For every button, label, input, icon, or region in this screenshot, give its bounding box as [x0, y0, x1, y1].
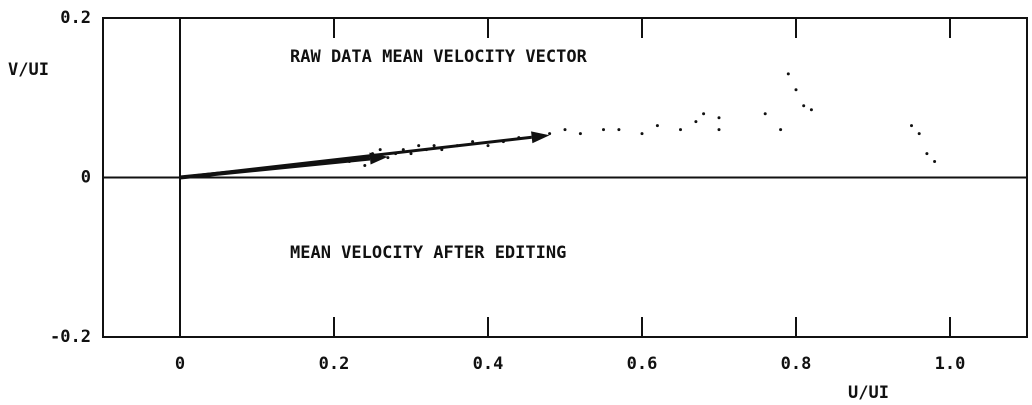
- y-axis-label: V/UI: [8, 60, 49, 80]
- x-tick-label: 0.2: [319, 354, 350, 374]
- vector: [179, 152, 388, 180]
- point: [910, 124, 913, 128]
- point: [933, 160, 937, 164]
- point: [432, 144, 436, 148]
- point: [694, 120, 698, 124]
- y-tick-label: -0.2: [50, 327, 91, 347]
- point: [917, 132, 921, 136]
- y-tick-label: 0.2: [60, 8, 91, 28]
- point: [602, 128, 605, 132]
- point: [786, 72, 790, 76]
- point: [471, 140, 475, 144]
- point: [925, 152, 929, 156]
- point: [617, 128, 621, 132]
- point: [363, 164, 367, 168]
- point: [486, 144, 490, 148]
- point: [548, 132, 552, 136]
- annotation: RAW DATA MEAN VELOCITY VECTOR: [290, 47, 588, 67]
- point: [809, 108, 813, 112]
- point: [779, 128, 783, 132]
- point: [679, 128, 682, 132]
- x-tick-label: 0: [175, 354, 185, 374]
- x-tick-label: 0.8: [781, 354, 812, 374]
- point: [717, 116, 721, 120]
- point: [401, 148, 405, 152]
- vector-head: [531, 131, 550, 144]
- point: [640, 132, 644, 136]
- point: [417, 144, 421, 148]
- point: [563, 128, 567, 132]
- point: [763, 112, 767, 116]
- point: [794, 88, 798, 92]
- vector-shaft: [179, 156, 371, 180]
- point: [717, 128, 721, 132]
- x-tick-label: 0.4: [473, 354, 504, 374]
- y-tick-label: 0: [81, 168, 91, 188]
- point: [655, 124, 659, 128]
- x-axis-label: U/UI: [848, 383, 889, 403]
- point: [409, 152, 413, 156]
- vector-head: [369, 152, 388, 165]
- x-tick-label: 1.0: [935, 354, 966, 374]
- annotation: MEAN VELOCITY AFTER EDITING: [290, 243, 566, 263]
- point: [702, 112, 706, 116]
- point: [578, 132, 582, 136]
- point: [386, 156, 390, 160]
- point: [378, 148, 382, 152]
- x-tick-label: 0.6: [627, 354, 658, 374]
- point: [802, 104, 806, 108]
